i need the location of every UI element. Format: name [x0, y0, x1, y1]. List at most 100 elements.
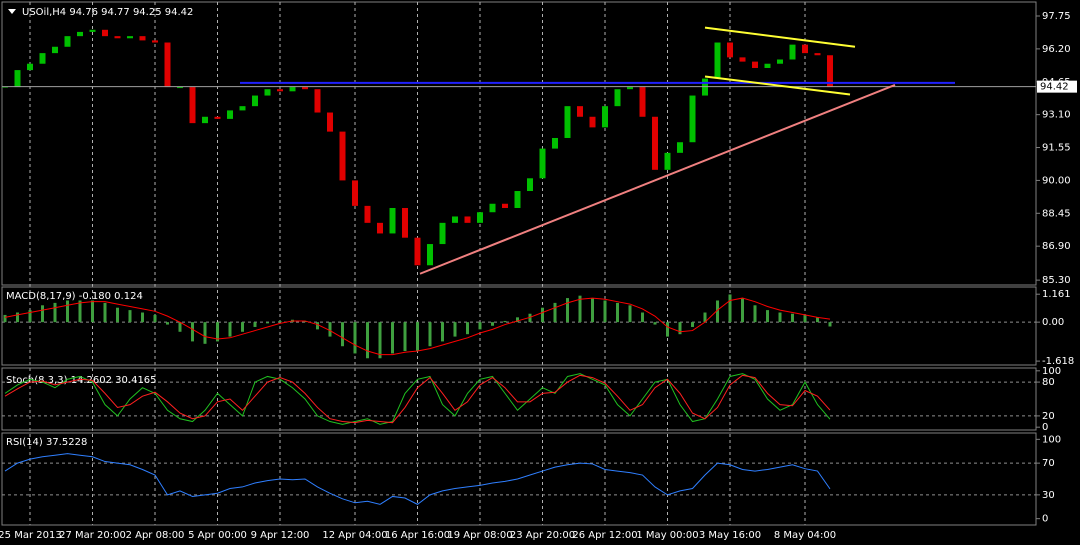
histogram-bar: [441, 322, 444, 342]
indicator-line: [4, 297, 831, 356]
y-tick-label: 20: [1042, 411, 1055, 422]
candle: [289, 87, 296, 92]
y-tick-label: 30: [1042, 490, 1055, 501]
x-tick-label: 25 Mar 2013: [0, 530, 62, 541]
candle: [714, 42, 721, 79]
histogram-bar: [141, 312, 144, 323]
histogram-bar: [353, 322, 357, 354]
histogram-bar: [816, 317, 819, 323]
histogram-bar: [491, 322, 494, 326]
histogram-bar: [616, 302, 619, 323]
candle: [14, 70, 21, 88]
candle: [627, 87, 633, 90]
candle: [214, 116, 221, 119]
histogram-bar: [203, 322, 207, 344]
candle: [27, 63, 33, 71]
histogram-bar: [53, 302, 57, 323]
panel-title: RSI(14) 37.5228: [6, 437, 87, 448]
histogram-bar: [428, 322, 432, 347]
y-tick-label: 0: [1042, 422, 1048, 433]
candle: [452, 216, 458, 223]
candle: [464, 216, 471, 223]
y-tick-label: 86.90: [1042, 241, 1071, 252]
candle: [377, 222, 383, 234]
candle: [802, 44, 808, 54]
histogram-bar: [266, 322, 269, 324]
histogram-bar: [503, 320, 507, 323]
histogram-bar: [16, 312, 19, 323]
y-tick-label: 100: [1042, 366, 1061, 377]
panel-title: USOil,H4 94.76 94.77 94.25 94.42: [22, 7, 193, 18]
candle: [277, 89, 283, 92]
candle: [489, 203, 496, 213]
trend-line: [704, 75, 851, 96]
candle: [652, 116, 658, 170]
histogram-bar: [678, 322, 682, 335]
x-tick-label: 1 May 00:00: [636, 530, 698, 541]
histogram-bar: [191, 322, 194, 342]
candle: [127, 36, 133, 39]
histogram-bar: [91, 300, 94, 323]
candle: [89, 29, 96, 32]
histogram-bar: [741, 298, 744, 323]
histogram-bar: [178, 322, 182, 332]
x-tick-label: 16 Apr 16:00: [385, 530, 450, 541]
candle: [352, 180, 358, 206]
x-tick-label: 2 Apr 08:00: [126, 530, 185, 541]
x-tick-label: 8 May 04:00: [774, 530, 836, 541]
histogram-bar: [66, 300, 69, 323]
y-tick-label: 80: [1042, 377, 1055, 388]
histogram-bar: [803, 314, 807, 323]
candle: [764, 63, 771, 68]
histogram-bar: [216, 322, 219, 342]
histogram-bar: [28, 310, 32, 323]
x-tick-label: 9 Apr 12:00: [251, 530, 310, 541]
x-tick-label: 26 Apr 12:00: [572, 530, 637, 541]
histogram-bar: [791, 313, 794, 323]
panel-border: [1, 432, 1037, 526]
histogram-bar: [628, 305, 632, 323]
candle: [589, 116, 596, 128]
panel-border: [1, 367, 1037, 431]
candle: [152, 40, 158, 43]
histogram-bar: [416, 322, 419, 352]
panel-border: [1, 1, 1037, 286]
histogram-bar: [316, 322, 319, 330]
candle: [439, 222, 446, 245]
histogram-bar: [766, 310, 769, 323]
candle: [402, 207, 408, 238]
candle: [577, 106, 583, 117]
y-tick-label: -1.618: [1042, 356, 1074, 367]
candle: [689, 95, 696, 143]
candle: [527, 178, 533, 192]
candle: [52, 46, 58, 54]
candle: [339, 131, 346, 181]
y-tick-label: 1.161: [1042, 289, 1071, 300]
histogram-bar: [541, 307, 544, 323]
candle: [327, 112, 333, 132]
candle: [414, 237, 421, 266]
y-tick-label: 90.00: [1042, 175, 1071, 186]
y-tick-label: 100: [1042, 434, 1061, 445]
histogram-bar: [528, 313, 532, 323]
x-tick-label: 3 May 16:00: [699, 530, 761, 541]
candle: [389, 207, 396, 234]
candle: [814, 53, 821, 56]
histogram-bar: [591, 298, 594, 323]
candle: [264, 89, 271, 96]
histogram-bar: [391, 322, 394, 354]
candle: [514, 191, 521, 208]
y-tick-label: 93.10: [1042, 110, 1071, 121]
histogram-bar: [3, 314, 7, 323]
candle: [752, 61, 758, 68]
histogram-bar: [41, 305, 44, 323]
candle: [202, 116, 208, 124]
histogram-bar: [166, 322, 169, 325]
trend-line: [419, 84, 896, 275]
histogram-bar: [253, 322, 257, 327]
histogram-bar: [228, 322, 232, 337]
histogram-bar: [728, 294, 732, 323]
